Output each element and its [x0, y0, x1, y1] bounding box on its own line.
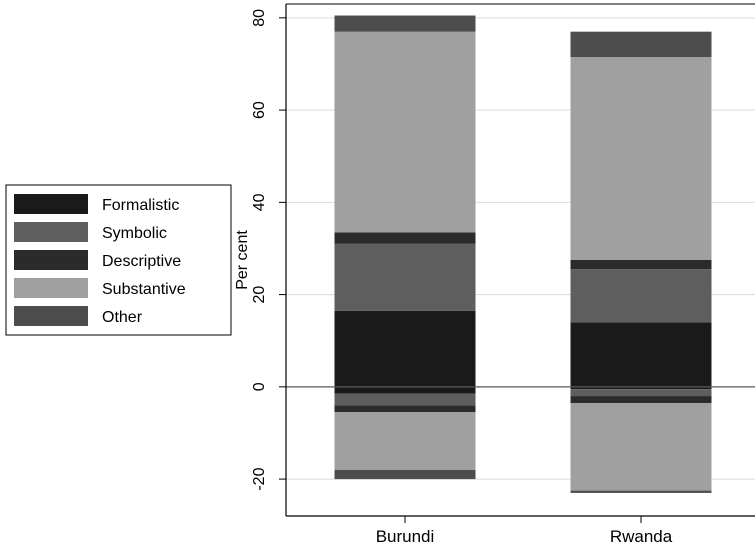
bar-segment-other — [570, 31, 712, 58]
y-tick-label: 20 — [251, 286, 268, 304]
bar-segment-substantive — [334, 412, 476, 470]
legend-swatch-other — [14, 306, 88, 326]
bar-segment-symbolic — [570, 269, 712, 323]
y-tick-label: 60 — [251, 101, 268, 119]
x-tick-label: Burundi — [376, 527, 435, 546]
x-tick-label: Rwanda — [610, 527, 673, 546]
bar-segment-descriptive — [334, 232, 476, 244]
legend-label: Symbolic — [102, 225, 167, 242]
bar-segment-substantive — [570, 57, 712, 260]
bar-segment-other — [334, 469, 476, 480]
bar-segment-other — [334, 15, 476, 32]
legend-label: Formalistic — [102, 197, 179, 214]
legend-label: Substantive — [102, 281, 186, 298]
y-tick-label: 40 — [251, 193, 268, 211]
bar-segment-formalistic — [570, 322, 712, 387]
legend-swatch-symbolic — [14, 222, 88, 242]
bar-segment-descriptive — [570, 396, 712, 403]
bar-segment-descriptive — [334, 405, 476, 413]
legend: Formalistic Symbolic Descriptive Substantiv… — [5, 184, 232, 336]
y-tick-label: 80 — [251, 9, 268, 27]
bar-segment-symbolic — [334, 393, 476, 406]
bar-segment-descriptive — [570, 260, 712, 270]
axes: -20 0 20 40 60 80 Burundi Rwanda Per cent — [234, 3, 755, 546]
y-axis-title: Per cent — [234, 230, 251, 290]
legend-swatch-formalistic — [14, 194, 88, 214]
bar-segment-substantive — [334, 31, 476, 233]
legend-swatch-descriptive — [14, 250, 88, 270]
y-tick-label: -20 — [251, 467, 268, 490]
bar-segment-other — [570, 490, 712, 493]
legend-swatch-substantive — [14, 278, 88, 298]
bar-segment-formalistic — [334, 386, 476, 394]
bar-segment-symbolic — [570, 389, 712, 397]
bar-segment-substantive — [570, 402, 712, 491]
bar-segment-symbolic — [334, 243, 476, 311]
bars — [334, 15, 712, 493]
y-tick-label: 0 — [251, 382, 268, 391]
legend-label: Descriptive — [102, 253, 181, 270]
legend-label: Other — [102, 309, 143, 326]
bar-segment-formalistic — [334, 310, 476, 387]
bar-segment-formalistic — [570, 386, 712, 390]
